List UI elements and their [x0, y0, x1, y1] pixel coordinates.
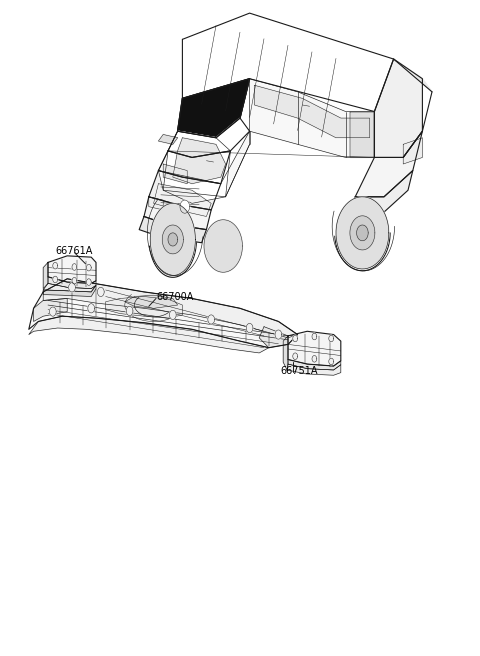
Polygon shape	[355, 131, 422, 197]
Polygon shape	[125, 295, 178, 308]
Polygon shape	[357, 225, 368, 241]
Polygon shape	[88, 304, 95, 313]
Polygon shape	[69, 283, 75, 292]
Polygon shape	[403, 138, 422, 164]
Polygon shape	[173, 138, 226, 184]
Polygon shape	[329, 358, 334, 365]
Polygon shape	[149, 171, 221, 210]
Polygon shape	[163, 131, 230, 203]
Text: 66761A: 66761A	[55, 245, 93, 256]
Polygon shape	[126, 306, 133, 316]
Polygon shape	[288, 331, 341, 366]
Polygon shape	[48, 277, 96, 289]
Polygon shape	[293, 353, 298, 359]
Polygon shape	[72, 277, 77, 284]
Polygon shape	[283, 336, 288, 370]
Polygon shape	[34, 298, 67, 321]
Polygon shape	[49, 307, 56, 316]
Polygon shape	[275, 330, 282, 339]
Polygon shape	[86, 264, 91, 271]
Polygon shape	[29, 316, 269, 353]
Polygon shape	[259, 327, 298, 348]
Polygon shape	[43, 285, 96, 297]
Polygon shape	[178, 79, 250, 138]
Polygon shape	[106, 297, 182, 318]
Polygon shape	[312, 333, 317, 340]
Polygon shape	[144, 197, 211, 230]
Polygon shape	[168, 233, 178, 246]
Polygon shape	[293, 335, 298, 342]
Polygon shape	[158, 134, 178, 144]
Polygon shape	[336, 197, 389, 269]
Polygon shape	[204, 220, 242, 272]
Polygon shape	[180, 200, 190, 213]
Text: 66700A: 66700A	[156, 291, 193, 302]
Polygon shape	[169, 310, 176, 319]
Polygon shape	[72, 264, 77, 270]
Polygon shape	[48, 256, 96, 283]
Polygon shape	[158, 151, 230, 184]
Polygon shape	[312, 356, 317, 362]
Polygon shape	[287, 364, 341, 375]
Polygon shape	[158, 131, 250, 197]
Polygon shape	[208, 315, 215, 324]
Polygon shape	[250, 79, 374, 157]
Polygon shape	[350, 216, 375, 250]
Polygon shape	[374, 59, 422, 157]
Polygon shape	[329, 335, 334, 342]
Polygon shape	[86, 279, 91, 285]
Polygon shape	[350, 171, 413, 216]
Polygon shape	[43, 283, 96, 292]
Polygon shape	[149, 197, 163, 210]
Polygon shape	[288, 359, 341, 370]
Polygon shape	[168, 118, 250, 157]
Polygon shape	[341, 216, 379, 236]
Polygon shape	[150, 203, 195, 276]
Polygon shape	[53, 262, 58, 269]
Polygon shape	[254, 85, 370, 138]
Polygon shape	[43, 279, 298, 338]
Polygon shape	[162, 225, 183, 254]
Polygon shape	[53, 276, 58, 283]
Polygon shape	[154, 184, 211, 216]
Polygon shape	[163, 164, 187, 184]
Polygon shape	[43, 262, 48, 289]
Polygon shape	[350, 112, 374, 157]
Polygon shape	[394, 59, 432, 92]
Polygon shape	[139, 216, 206, 243]
Polygon shape	[246, 323, 253, 333]
Text: 66751A: 66751A	[281, 365, 318, 376]
Polygon shape	[182, 13, 394, 112]
Polygon shape	[29, 279, 298, 348]
Polygon shape	[97, 287, 104, 297]
